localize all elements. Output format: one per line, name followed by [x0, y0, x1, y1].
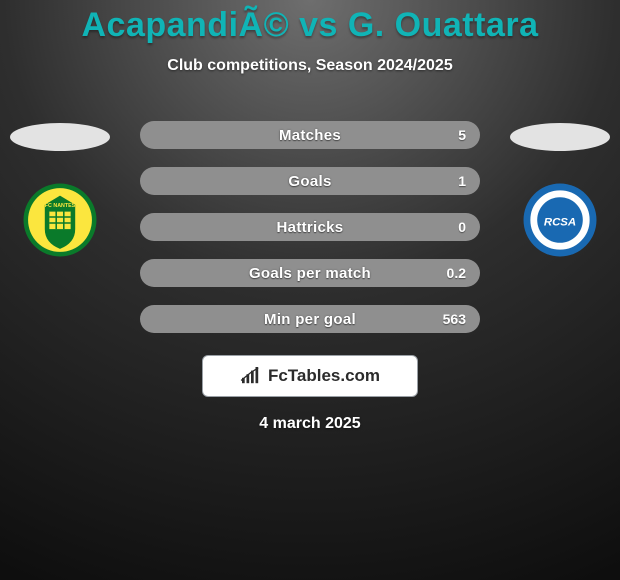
- stat-row: Goals per match 0.2: [140, 259, 480, 287]
- stat-value: 563: [443, 311, 466, 327]
- page-title: AcapandiÃ© vs G. Ouattara: [0, 6, 620, 45]
- brand-text: FcTables.com: [268, 366, 380, 386]
- right-team-crest: RCSA: [510, 170, 610, 270]
- stats-list: Matches 5 Goals 1 Hattricks 0 Goals per …: [140, 121, 480, 333]
- stat-value: 0.2: [447, 265, 466, 281]
- fc-nantes-crest-icon: FC NANTES: [22, 182, 98, 258]
- stat-value: 0: [458, 219, 466, 235]
- crest-right-abbr: RCSA: [544, 216, 576, 228]
- crest-left-abbr: FC NANTES: [45, 203, 76, 209]
- stat-row: Goals 1: [140, 167, 480, 195]
- brand-attribution: FcTables.com: [202, 355, 418, 397]
- stat-label: Matches: [279, 127, 341, 144]
- bar-chart-icon: [240, 367, 262, 385]
- infographic-card: AcapandiÃ© vs G. Ouattara Club competiti…: [0, 0, 620, 580]
- subtitle: Club competitions, Season 2024/2025: [0, 57, 620, 75]
- stat-row: Matches 5: [140, 121, 480, 149]
- stat-label: Goals per match: [249, 265, 371, 282]
- stat-row: Min per goal 563: [140, 305, 480, 333]
- right-player-ellipse: [510, 123, 610, 151]
- stat-label: Hattricks: [277, 219, 344, 236]
- stat-label: Min per goal: [264, 311, 356, 328]
- stat-value: 5: [458, 127, 466, 143]
- left-player-ellipse: [10, 123, 110, 151]
- date-label: 4 march 2025: [0, 415, 620, 433]
- stat-row: Hattricks 0: [140, 213, 480, 241]
- left-team-crest: FC NANTES: [10, 170, 110, 270]
- stat-value: 1: [458, 173, 466, 189]
- stat-label: Goals: [288, 173, 331, 190]
- rc-strasbourg-crest-icon: RCSA: [522, 182, 598, 258]
